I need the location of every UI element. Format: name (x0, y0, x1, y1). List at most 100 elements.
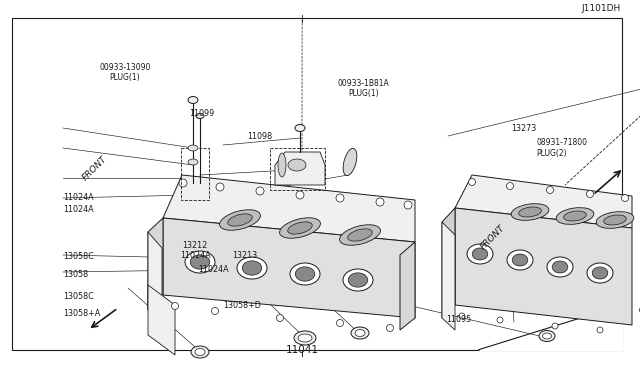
Ellipse shape (228, 214, 252, 226)
Ellipse shape (237, 257, 267, 279)
Ellipse shape (343, 269, 373, 291)
Circle shape (216, 183, 224, 191)
Ellipse shape (543, 333, 552, 339)
Circle shape (586, 190, 593, 198)
Text: 11099: 11099 (189, 109, 215, 118)
Ellipse shape (592, 267, 608, 279)
Circle shape (387, 324, 394, 331)
Polygon shape (148, 232, 162, 325)
Ellipse shape (355, 330, 365, 337)
Ellipse shape (280, 218, 321, 238)
Circle shape (497, 317, 503, 323)
Polygon shape (163, 175, 415, 242)
Ellipse shape (298, 334, 312, 342)
Ellipse shape (188, 159, 198, 165)
Ellipse shape (348, 273, 368, 287)
Ellipse shape (191, 346, 209, 358)
Circle shape (337, 320, 344, 327)
Text: FRONT: FRONT (81, 154, 109, 183)
Ellipse shape (288, 159, 306, 171)
Bar (270, 148, 325, 190)
Ellipse shape (539, 330, 555, 341)
Bar (181, 148, 209, 200)
Circle shape (376, 198, 384, 206)
Text: 11041: 11041 (285, 345, 319, 355)
Text: 11024A: 11024A (198, 265, 229, 274)
Text: 11024A: 11024A (63, 193, 93, 202)
Ellipse shape (351, 327, 369, 339)
Text: 13273: 13273 (511, 124, 536, 133)
Text: 13058+D: 13058+D (223, 301, 260, 310)
Ellipse shape (295, 125, 305, 131)
Ellipse shape (288, 222, 312, 234)
Circle shape (468, 179, 476, 186)
Ellipse shape (290, 263, 320, 285)
Ellipse shape (188, 96, 198, 103)
Circle shape (552, 323, 558, 329)
Ellipse shape (511, 203, 549, 220)
Text: 11098: 11098 (247, 132, 272, 141)
Polygon shape (148, 285, 175, 355)
Ellipse shape (348, 229, 372, 241)
Polygon shape (442, 222, 455, 330)
Ellipse shape (518, 207, 541, 217)
Ellipse shape (220, 210, 260, 230)
Ellipse shape (512, 254, 528, 266)
Text: 13058: 13058 (63, 270, 88, 279)
Circle shape (459, 313, 465, 319)
Ellipse shape (188, 145, 198, 151)
Text: 13212: 13212 (182, 241, 207, 250)
Polygon shape (400, 242, 415, 330)
Text: 11024A: 11024A (180, 251, 211, 260)
Circle shape (211, 308, 218, 314)
Polygon shape (148, 218, 163, 310)
Bar (12, 18, 622, 350)
Ellipse shape (340, 225, 380, 245)
Text: 11024A: 11024A (63, 205, 93, 214)
Ellipse shape (507, 250, 533, 270)
Ellipse shape (472, 248, 488, 260)
Ellipse shape (195, 349, 205, 356)
Ellipse shape (294, 331, 316, 345)
Ellipse shape (190, 255, 210, 269)
Polygon shape (442, 208, 455, 318)
Polygon shape (163, 218, 415, 318)
Circle shape (276, 314, 284, 321)
Text: 11095: 11095 (446, 315, 471, 324)
Circle shape (256, 187, 264, 195)
Ellipse shape (564, 211, 586, 221)
Text: 13058C: 13058C (63, 292, 93, 301)
Polygon shape (479, 305, 622, 350)
Text: FRONT: FRONT (479, 223, 507, 251)
Text: J1101DH: J1101DH (582, 4, 621, 13)
Ellipse shape (295, 267, 315, 281)
Text: 13058C: 13058C (63, 252, 93, 261)
Ellipse shape (556, 208, 594, 224)
Ellipse shape (547, 257, 573, 277)
Circle shape (597, 327, 603, 333)
Circle shape (621, 195, 628, 202)
Circle shape (179, 179, 187, 187)
Ellipse shape (604, 215, 627, 225)
Circle shape (506, 183, 513, 189)
Circle shape (336, 194, 344, 202)
Text: 08931-71800
PLUG(2): 08931-71800 PLUG(2) (536, 138, 588, 158)
Text: 13058+A: 13058+A (63, 309, 100, 318)
Ellipse shape (243, 261, 262, 275)
Ellipse shape (278, 153, 286, 177)
Ellipse shape (467, 244, 493, 264)
Text: 00933-1B81A
PLUG(1): 00933-1B81A PLUG(1) (338, 79, 389, 98)
Polygon shape (275, 152, 325, 185)
Circle shape (547, 186, 554, 193)
Ellipse shape (552, 261, 568, 273)
Ellipse shape (343, 148, 357, 176)
Ellipse shape (196, 113, 204, 119)
Circle shape (172, 302, 179, 310)
Text: 00933-13090
PLUG(1): 00933-13090 PLUG(1) (99, 63, 150, 82)
Circle shape (404, 201, 412, 209)
Text: 13213: 13213 (232, 251, 257, 260)
Polygon shape (455, 175, 632, 228)
Ellipse shape (185, 251, 215, 273)
Polygon shape (455, 208, 632, 325)
Ellipse shape (596, 212, 634, 228)
